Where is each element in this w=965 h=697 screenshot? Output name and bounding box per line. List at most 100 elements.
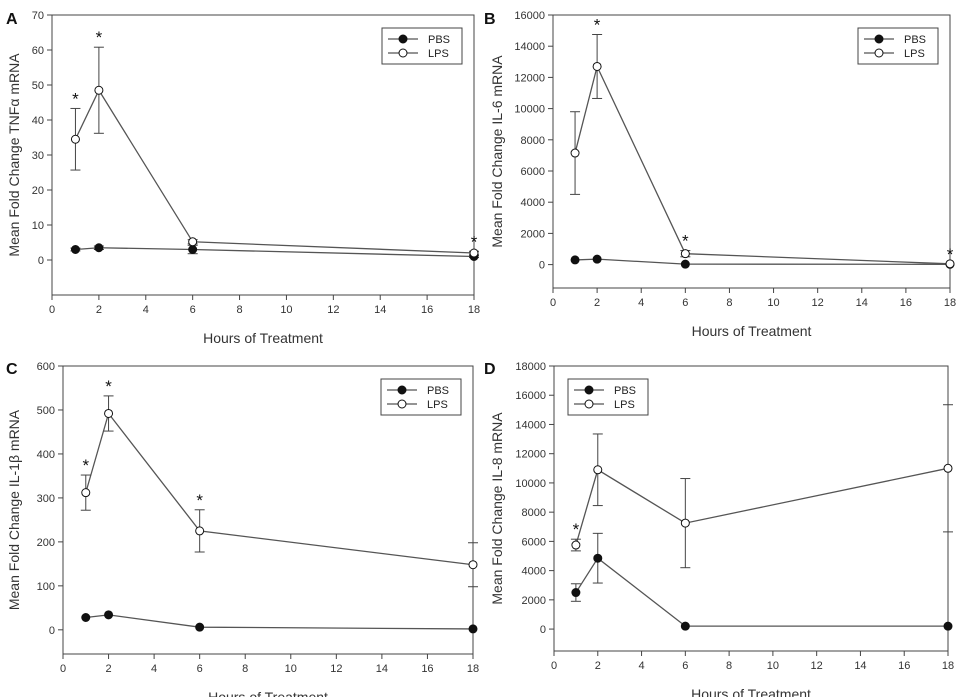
data-point-lps [469,248,479,258]
legend-marker [584,385,594,395]
x-tick-label: 0 [60,663,66,675]
data-point-pbs [81,613,91,623]
y-tick-label: 70 [32,10,44,22]
y-tick-label: 40 [32,115,44,127]
series-line-pbs [575,258,951,265]
y-axis-title-part: α [6,99,22,107]
x-tick-label: 6 [682,660,688,672]
y-axis-title-part: mRNA [6,53,22,99]
x-tick-label: 18 [467,663,479,675]
y-axis-title-part: mRNA [6,409,22,455]
y-tick-label: 16000 [515,390,546,402]
x-axis-title: Hours of Treatment [692,323,812,339]
data-point-lps [70,134,80,144]
x-tick-label: 14 [376,663,388,675]
panel-letter: C [6,361,18,378]
y-tick-label: 14000 [515,419,546,431]
legend-label: PBS [614,385,636,397]
y-tick-label: 8000 [522,507,546,519]
data-point-pbs [188,245,198,254]
legend-marker [397,385,407,395]
legend-label: LPS [427,399,448,411]
x-tick-label: 12 [330,663,342,675]
legend-box [857,27,939,65]
x-tick-label: 12 [811,660,823,672]
y-axis-title-part: Mean Fold Change IL-6 mRNA [489,55,505,248]
x-tick-label: 8 [242,663,248,675]
data-point-lps [104,408,114,418]
y-tick-label: 600 [37,361,55,373]
significance-star: * [573,520,580,539]
significance-star: * [594,16,601,35]
y-axis-title: Mean Fold Change IL-8 mRNA [489,412,505,605]
series-line-lps [574,64,951,265]
y-tick-label: 400 [37,449,55,461]
y-tick-label: 4000 [522,566,546,578]
x-tick-label: 14 [854,660,866,672]
series-line-pbs [85,614,474,630]
y-tick-label: 300 [37,493,55,505]
y-tick-label: 100 [37,581,55,593]
x-tick-label: 4 [638,660,644,672]
legend-marker [584,399,594,409]
significance-star: * [682,232,689,251]
data-point-lps [945,259,955,269]
x-tick-label: 2 [105,663,111,675]
y-tick-label: 10 [32,220,44,232]
x-tick-label: 16 [898,660,910,672]
y-tick-label: 20 [32,185,44,197]
x-tick-label: 18 [944,297,956,309]
data-point-pbs [70,245,80,254]
x-tick-label: 0 [551,660,557,672]
data-point-lps [680,518,690,528]
x-tick-label: 18 [942,660,954,672]
x-tick-label: 2 [594,297,600,309]
y-tick-label: 0 [540,624,546,636]
y-tick-label: 0 [38,255,44,267]
y-tick-label: 50 [32,80,44,92]
x-tick-label: 10 [280,304,292,316]
legend-marker [874,34,884,44]
x-tick-label: 16 [900,297,912,309]
legend: PBS LPS [381,27,463,65]
data-point-pbs [592,254,602,264]
y-tick-label: 12000 [514,72,545,84]
data-point-pbs [943,621,953,631]
legend-marker [874,48,884,58]
legend-label: PBS [904,34,926,46]
panel-letter: A [6,11,18,28]
data-point-pbs [468,624,478,634]
y-axis-title-part: Mean Fold Change IL-8 mRNA [489,412,505,605]
x-tick-label: 16 [421,663,433,675]
legend-label: PBS [428,34,450,46]
data-point-pbs [571,588,581,598]
data-point-lps [195,526,205,536]
data-point-lps [680,249,690,259]
series-line-lps [74,88,475,254]
y-axis-title: Mean Fold Change IL-6 mRNA [489,55,505,248]
legend-label: LPS [614,399,635,411]
x-tick-label: 6 [197,663,203,675]
x-axis-title: Hours of Treatment [203,330,323,346]
x-tick-label: 6 [190,304,196,316]
panel-letter: D [484,361,496,378]
y-tick-label: 60 [32,45,44,57]
series-line-lps [575,467,949,546]
x-tick-label: 14 [856,297,868,309]
plot-frame [552,14,951,289]
data-point-pbs [104,610,114,620]
x-tick-label: 10 [285,663,297,675]
data-point-pbs [94,243,104,253]
data-point-lps [188,237,198,247]
x-tick-label: 2 [595,660,601,672]
y-tick-label: 12000 [515,449,546,461]
y-tick-label: 10000 [514,104,545,116]
legend-label: PBS [427,385,449,397]
data-point-pbs [570,255,580,265]
x-tick-label: 8 [726,660,732,672]
chart-panel-d: D 0 2 4 6 8 10 12 14 16 18 0 2000 4000 6000 8000 10000 12… [484,361,954,697]
y-axis-title: Mean Fold Change IL-1β mRNA [6,409,22,610]
y-tick-label: 200 [37,537,55,549]
y-tick-label: 8000 [521,135,545,147]
data-point-pbs [593,553,603,563]
